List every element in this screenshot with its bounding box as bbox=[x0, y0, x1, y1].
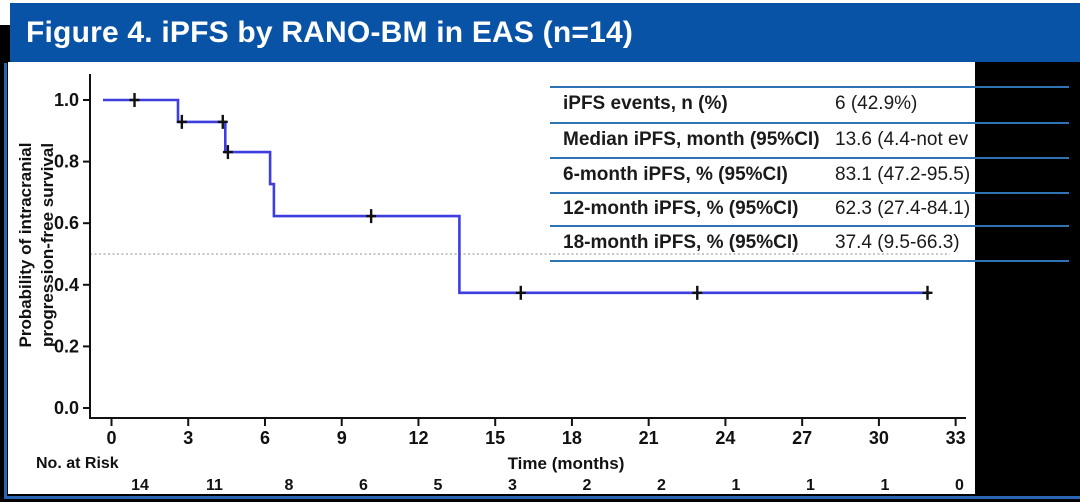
stats-table-rule bbox=[550, 225, 1069, 227]
stats-table-rule bbox=[550, 86, 1069, 88]
left-edge bbox=[0, 0, 10, 25]
stat-value: 6 (42.9%) bbox=[835, 93, 918, 114]
slide-frame-bottom bbox=[4, 496, 1080, 499]
stats-table: iPFS events, n (%) 6 (42.9%) Median iPFS, … bbox=[550, 86, 975, 262]
slide-frame-left bbox=[4, 63, 7, 496]
stat-value: 62.3 (27.4-84.1) bbox=[835, 197, 971, 219]
stat-row: iPFS events, n (%) 6 (42.9%) bbox=[550, 86, 975, 122]
stats-table-rule bbox=[550, 260, 1069, 262]
stat-row: 12-month iPFS, % (95%CI) 62.3 (27.4-84.1) bbox=[550, 192, 975, 225]
stats-table-rule bbox=[550, 157, 1069, 159]
stat-label: iPFS events, n (%) bbox=[563, 93, 728, 114]
stat-label: 12-month iPFS, % (95%CI) bbox=[563, 197, 799, 219]
stat-label: 6-month iPFS, % (95%CI) bbox=[563, 163, 788, 185]
figure-title: Figure 4. iPFS by RANO-BM in EAS (n=14) bbox=[26, 15, 634, 49]
stat-value: 37.4 (9.5-66.3) bbox=[835, 231, 960, 253]
top-edge bbox=[0, 0, 1080, 3]
stats-table-rule bbox=[550, 192, 1069, 194]
stat-label: 18-month iPFS, % (95%CI) bbox=[563, 231, 799, 253]
stat-row: Median iPFS, month (95%CI) 13.6 (4.4-not … bbox=[550, 122, 975, 157]
stat-row: 18-month iPFS, % (95%CI) 37.4 (9.5-66.3) bbox=[550, 225, 975, 260]
right-black-mask bbox=[975, 62, 1080, 502]
stat-row: 6-month iPFS, % (95%CI) 83.1 (47.2-95.5) bbox=[550, 157, 975, 192]
stat-value: 83.1 (47.2-95.5) bbox=[835, 163, 971, 185]
stats-table-rule bbox=[550, 122, 1069, 124]
stat-value: 13.6 (4.4-not ev bbox=[835, 128, 969, 150]
stat-label: Median iPFS, month (95%CI) bbox=[563, 128, 820, 150]
figure-title-bar: Figure 4. iPFS by RANO-BM in EAS (n=14) bbox=[10, 3, 1080, 62]
